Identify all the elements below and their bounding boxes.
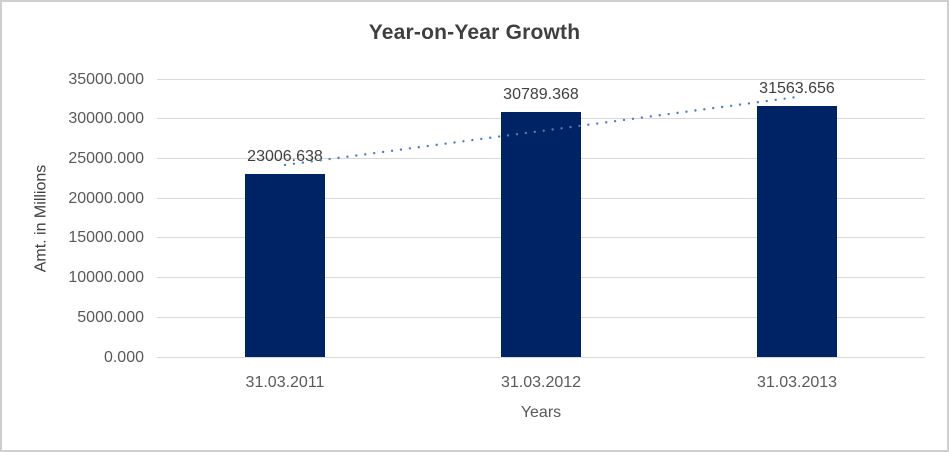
bar-value-label: 30789.368	[503, 86, 579, 104]
bar-31.03.2011	[245, 174, 325, 357]
x-category-label: 31.03.2011	[245, 374, 325, 391]
y-tick-label: 35000.000	[68, 70, 144, 88]
y-tick-label: 30000.000	[68, 110, 144, 128]
y-tick-label: 15000.000	[68, 229, 144, 247]
gridline	[157, 356, 925, 358]
bar-31.03.2013	[757, 106, 837, 357]
bar-31.03.2012	[501, 112, 581, 357]
y-tick-label: 10000.000	[68, 269, 144, 287]
bar-value-label: 23006.638	[247, 148, 323, 166]
chart-title: Year-on-Year Growth	[368, 21, 581, 44]
gridline	[157, 78, 925, 80]
y-tick-label: 0.000	[103, 348, 144, 366]
x-category-label: 31.03.2012	[500, 374, 582, 391]
bar-value-label: 31563.656	[759, 80, 835, 98]
y-tick-label: 25000.000	[68, 149, 144, 167]
x-category-label: 31.03.2013	[756, 374, 838, 391]
y-tick-label: 5000.000	[77, 308, 144, 326]
x-axis-title: Years	[520, 404, 562, 421]
y-tick-label: 20000.000	[68, 189, 144, 207]
